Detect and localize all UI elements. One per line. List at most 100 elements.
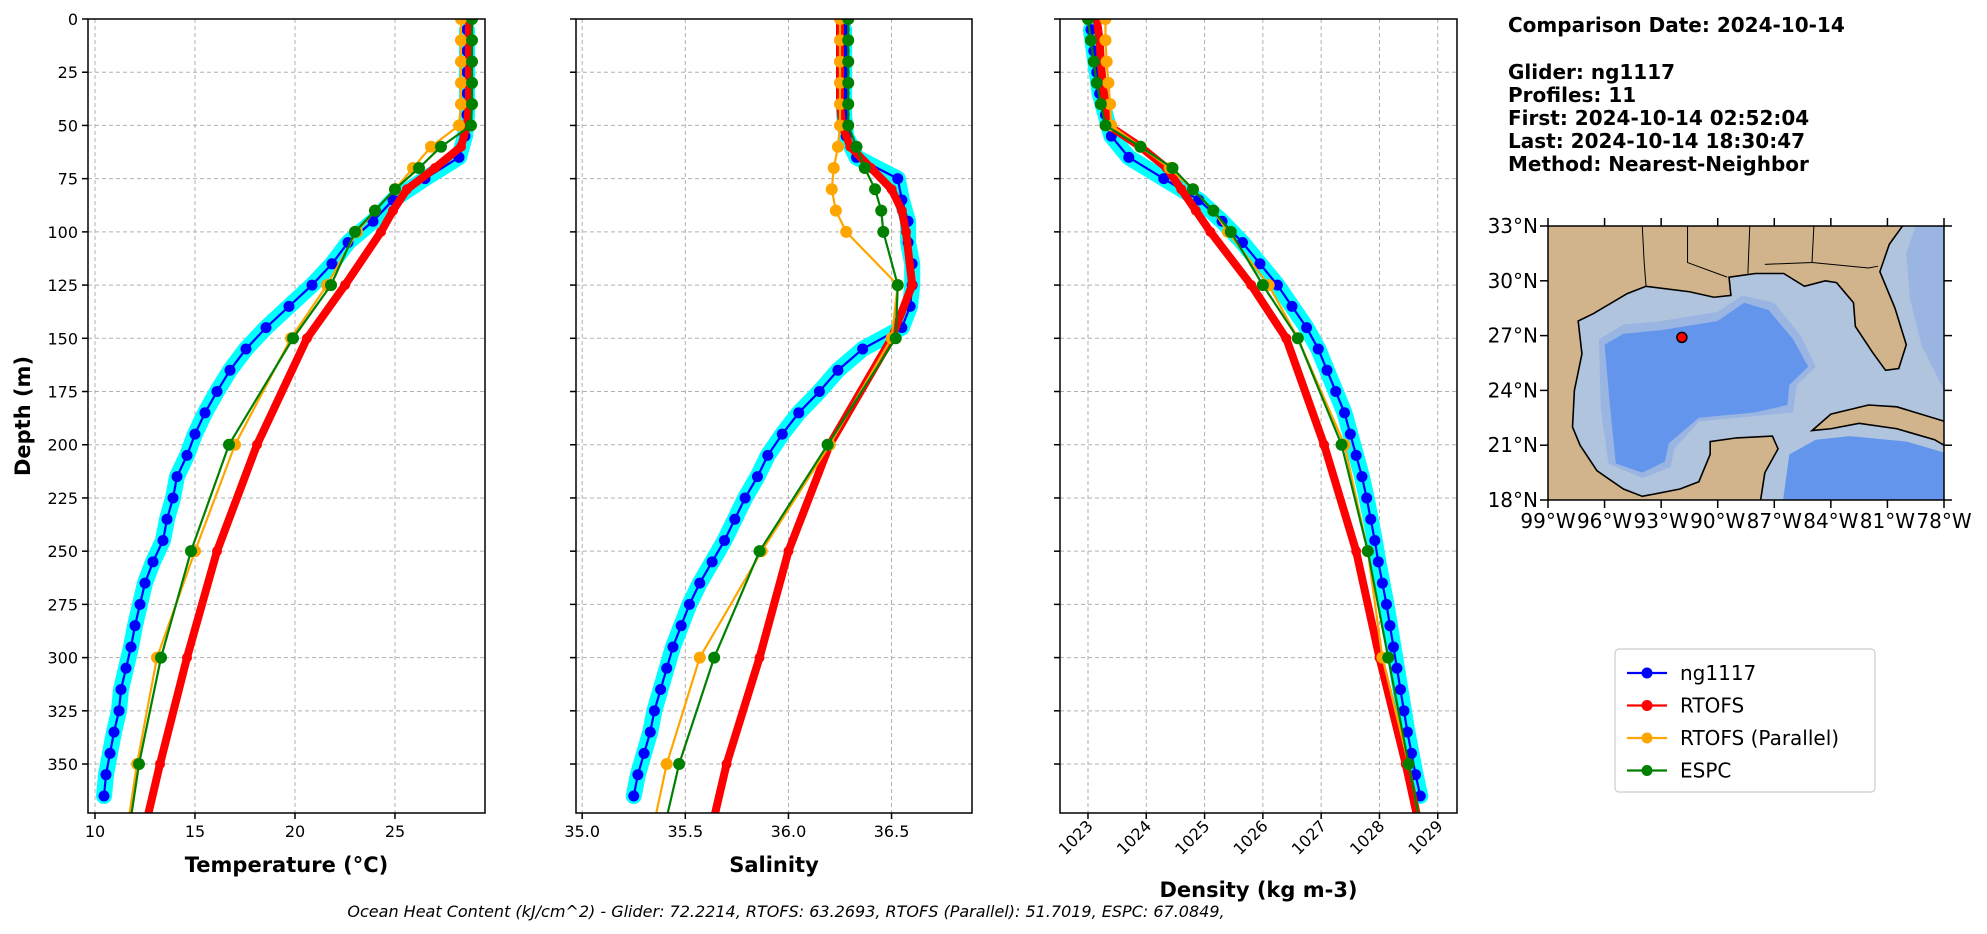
data-point-glider	[1301, 322, 1313, 334]
data-point-rtofs	[430, 163, 440, 174]
data-point-glider	[167, 492, 179, 504]
data-point-rtofs-parallel	[455, 19, 467, 25]
data-point-rtofs-parallel	[840, 225, 853, 238]
data-point-espc	[185, 545, 197, 558]
series-group	[1081, 19, 1429, 813]
data-point-glider	[1369, 535, 1381, 547]
data-point-glider	[1330, 386, 1342, 398]
data-point-glider	[367, 215, 379, 227]
data-point-espc	[466, 55, 478, 68]
glider-profiles-envelope	[625, 21, 921, 804]
y-tick-label: 325	[47, 702, 78, 721]
data-point-glider	[157, 535, 169, 547]
legend-marker	[1641, 732, 1653, 744]
data-point-espc	[349, 225, 361, 238]
data-point-espc	[369, 204, 381, 217]
data-point-rtofs-parallel	[455, 34, 467, 47]
last-profile-time: Last: 2024-10-14 18:30:47	[1508, 129, 1805, 153]
data-point-rtofs-parallel	[834, 55, 846, 68]
data-point-rtofs	[783, 546, 794, 557]
data-point-espc	[1134, 140, 1147, 153]
data-point-espc	[389, 183, 401, 196]
data-point-espc	[1291, 332, 1304, 345]
series-espc	[117, 19, 478, 876]
data-point-glider	[224, 364, 236, 376]
data-point-espc	[1087, 55, 1100, 68]
data-point-espc	[842, 19, 855, 25]
x-tick-label: 1023	[1055, 816, 1097, 858]
data-point-espc	[673, 758, 686, 771]
data-point-glider	[1321, 364, 1333, 376]
data-point-glider	[189, 428, 201, 440]
cuba-land	[1809, 404, 1944, 447]
data-point-glider	[1394, 684, 1406, 696]
data-point-espc	[466, 98, 478, 111]
panel-density: 1023 1024 1025 1026 1027 1028 1029 Density (kg …	[1054, 18, 1458, 902]
x-tick-label: 1025	[1171, 816, 1213, 858]
data-point-glider	[793, 407, 805, 419]
data-point-glider	[857, 343, 869, 355]
data-point-glider	[139, 577, 151, 589]
x-tick-label: 36.5	[874, 822, 910, 841]
data-point-glider	[115, 684, 127, 696]
lon-tick-label: 93°W	[1634, 509, 1689, 533]
y-tick-label: 300	[47, 649, 78, 668]
x-tick-label: 35.0	[564, 822, 600, 841]
x-tick-label: 25	[385, 822, 405, 841]
legend-entry: ng1117	[1627, 661, 1756, 685]
data-point-glider	[240, 343, 252, 355]
data-point-glider	[306, 279, 318, 291]
data-point-rtofs-parallel	[455, 55, 467, 68]
state-border	[1641, 226, 1647, 287]
data-point-rtofs-parallel	[115, 864, 127, 876]
lat-tick-label: 27°N	[1488, 324, 1538, 348]
data-point-rtofs	[886, 184, 897, 195]
y-tick-label: 75	[58, 170, 78, 189]
data-point-espc	[889, 332, 902, 345]
data-point-glider	[1401, 726, 1413, 738]
y-tick-label: 225	[47, 489, 78, 508]
data-point-glider	[129, 620, 141, 632]
data-point-rtofs	[896, 205, 907, 216]
data-point-rtofs	[1281, 333, 1292, 344]
data-point-glider	[719, 535, 730, 547]
data-point-glider	[1372, 556, 1384, 568]
data-point-glider	[832, 364, 844, 376]
data-point-glider	[1384, 620, 1396, 632]
data-point-espc	[891, 279, 904, 292]
data-point-espc	[117, 864, 129, 876]
x-tick-label: 1027	[1288, 816, 1330, 858]
data-point-rtofs-parallel	[453, 119, 465, 132]
data-point-espc	[1207, 204, 1220, 217]
panel-salinity: 35.0 35.5 36.0 36.5 Salinity	[564, 18, 973, 877]
data-point-glider	[752, 471, 763, 483]
axes-frame	[87, 18, 486, 814]
data-point-rtofs	[388, 205, 398, 216]
y-tick-label: 100	[47, 223, 78, 242]
legend-marker	[1641, 667, 1653, 679]
lat-tick-label: 24°N	[1488, 378, 1538, 402]
x-tick-label: 1029	[1404, 816, 1446, 858]
y-tick-label: 275	[47, 595, 78, 614]
state-border	[1811, 262, 1879, 269]
data-point-espc	[1382, 651, 1395, 664]
profile-count: Profiles: 11	[1508, 83, 1636, 107]
data-point-glider	[199, 407, 211, 419]
data-point-espc	[413, 162, 425, 175]
data-point-rtofs-parallel	[825, 183, 838, 196]
lon-tick-label: 90°W	[1690, 509, 1745, 533]
ocean-heat-content-footer: Ocean Heat Content (kJ/cm^2) - Glider: 7…	[347, 902, 1224, 921]
data-point-espc	[1090, 76, 1103, 89]
data-point-glider	[161, 513, 173, 525]
series-group	[625, 19, 921, 813]
data-point-glider	[706, 556, 718, 568]
legend-label: RTOFS (Parallel)	[1680, 726, 1839, 750]
data-point-glider	[661, 662, 673, 674]
data-point-glider	[655, 684, 667, 696]
data-point-glider	[211, 386, 223, 398]
data-point-glider	[632, 769, 644, 781]
map-frame	[1547, 225, 1945, 501]
data-point-glider	[1391, 662, 1403, 674]
data-point-glider	[776, 428, 788, 440]
